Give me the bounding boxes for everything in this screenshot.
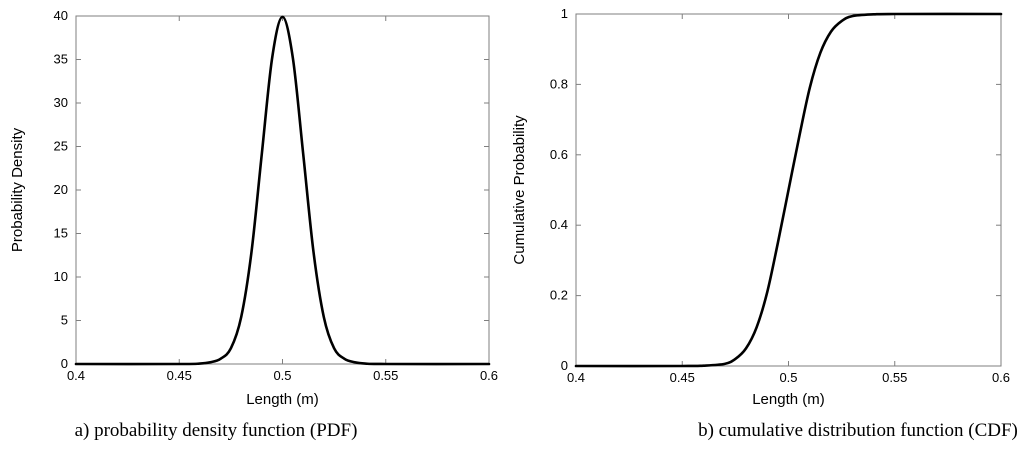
pdf-y-tick-label: 20 (54, 182, 68, 197)
cdf-x-tick-label: 0.45 (670, 370, 695, 385)
cdf-chart-panel: 0.4 0.45 0.5 0.55 0.6 0 0.2 0.4 0.6 0.8 1 Length (m… (510, 0, 1023, 415)
cdf-series-line (574, 12, 1003, 368)
pdf-series-line (74, 15, 491, 366)
cdf-x-axis-label: Length (m) (752, 391, 825, 408)
pdf-y-tick-label: 30 (54, 95, 68, 110)
cdf-caption: b) cumulative distribution function (CDF… (698, 420, 1018, 441)
cdf-y-tick-label: 0.4 (550, 217, 568, 232)
pdf-chart-panel: 0.4 0.45 0.5 0.55 0.6 0 5 10 15 20 25 30 35 40 Length … (0, 0, 510, 415)
cdf-y-tick-label: 0.2 (550, 288, 568, 303)
cdf-x-tick-label: 0.4 (567, 370, 585, 385)
pdf-x-tick-label: 0.45 (167, 368, 192, 383)
pdf-plot-frame (75, 15, 490, 365)
pdf-y-tick-label: 0 (61, 356, 68, 371)
cdf-y-tick-label: 1 (561, 6, 568, 21)
cdf-chart: 0.4 0.45 0.5 0.55 0.6 0 0.2 0.4 0.6 0.8 1 Length (m… (511, 6, 1010, 408)
pdf-y-axis-label: Probability Density (9, 127, 26, 252)
cdf-y-tick-label: 0 (561, 358, 568, 373)
cdf-y-tick-label: 0.8 (550, 76, 568, 91)
pdf-x-tick-label: 0.55 (373, 368, 398, 383)
pdf-y-tick-label: 10 (54, 269, 68, 284)
pdf-y-tick-label: 35 (54, 52, 68, 67)
pdf-y-tick-label: 40 (54, 8, 68, 23)
pdf-caption: a) probability density function (PDF) (74, 420, 358, 441)
cdf-x-tick-label: 0.6 (992, 370, 1010, 385)
pdf-x-axis-label: Length (m) (246, 391, 319, 408)
pdf-x-tick-label: 0.6 (480, 368, 498, 383)
cdf-y-axis-label: Cumulative Probability (511, 115, 528, 265)
cdf-x-tick-label: 0.5 (779, 370, 797, 385)
pdf-y-tick-label: 5 (61, 313, 68, 328)
cdf-x-tick-label: 0.55 (882, 370, 907, 385)
pdf-chart: 0.4 0.45 0.5 0.55 0.6 0 5 10 15 20 25 30 35 40 Length … (9, 8, 498, 408)
pdf-y-tick-label: 25 (54, 139, 68, 154)
cdf-y-tick-label: 0.6 (550, 147, 568, 162)
pdf-x-tick-label: 0.4 (67, 368, 85, 383)
pdf-x-tick-label: 0.5 (273, 368, 291, 383)
pdf-y-tick-label: 15 (54, 226, 68, 241)
